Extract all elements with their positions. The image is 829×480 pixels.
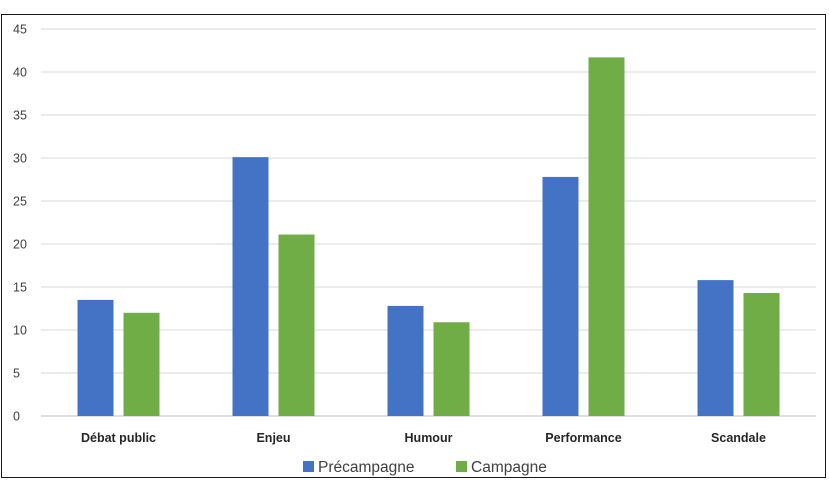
y-tick-label: 40: [13, 66, 27, 80]
bar-precampagne: [697, 280, 734, 416]
legend-label-precampagne: Précampagne: [318, 459, 415, 476]
bar-campagne: [743, 293, 780, 416]
x-tick-label: Humour: [405, 431, 453, 445]
y-tick-label: 30: [13, 152, 27, 166]
bar-campagne: [433, 322, 470, 416]
x-tick-label: Enjeu: [256, 431, 290, 445]
bar-campagne: [123, 312, 160, 416]
legend: Précampagne Campagne: [303, 459, 547, 476]
y-axis-ticks: 0 5 10 15 20 25 30 35 40 45: [13, 23, 27, 424]
legend-swatch-precampagne: [303, 461, 314, 472]
bar-precampagne: [542, 176, 579, 416]
y-tick-label: 5: [13, 367, 20, 381]
y-tick-label: 45: [13, 23, 27, 37]
x-tick-label: Scandale: [711, 431, 766, 445]
y-tick-label: 20: [13, 238, 27, 252]
bar-precampagne: [232, 157, 269, 416]
gridlines: [41, 28, 816, 417]
y-tick-label: 0: [13, 410, 20, 424]
y-tick-label: 35: [13, 109, 27, 123]
x-tick-label: Débat public: [81, 431, 156, 445]
x-tick-label: Performance: [545, 431, 621, 445]
y-tick-label: 25: [13, 195, 27, 209]
bar-campagne: [588, 57, 625, 416]
bar-campagne: [278, 234, 315, 416]
legend-label-campagne: Campagne: [471, 459, 547, 476]
bar-precampagne: [77, 299, 114, 416]
bar-precampagne: [387, 305, 424, 416]
y-tick-label: 10: [13, 324, 27, 338]
x-axis-ticks: Débat public Enjeu Humour Performance Scanda…: [81, 431, 766, 445]
y-tick-label: 15: [13, 281, 27, 295]
legend-swatch-campagne: [456, 461, 467, 472]
bars: [77, 57, 780, 416]
